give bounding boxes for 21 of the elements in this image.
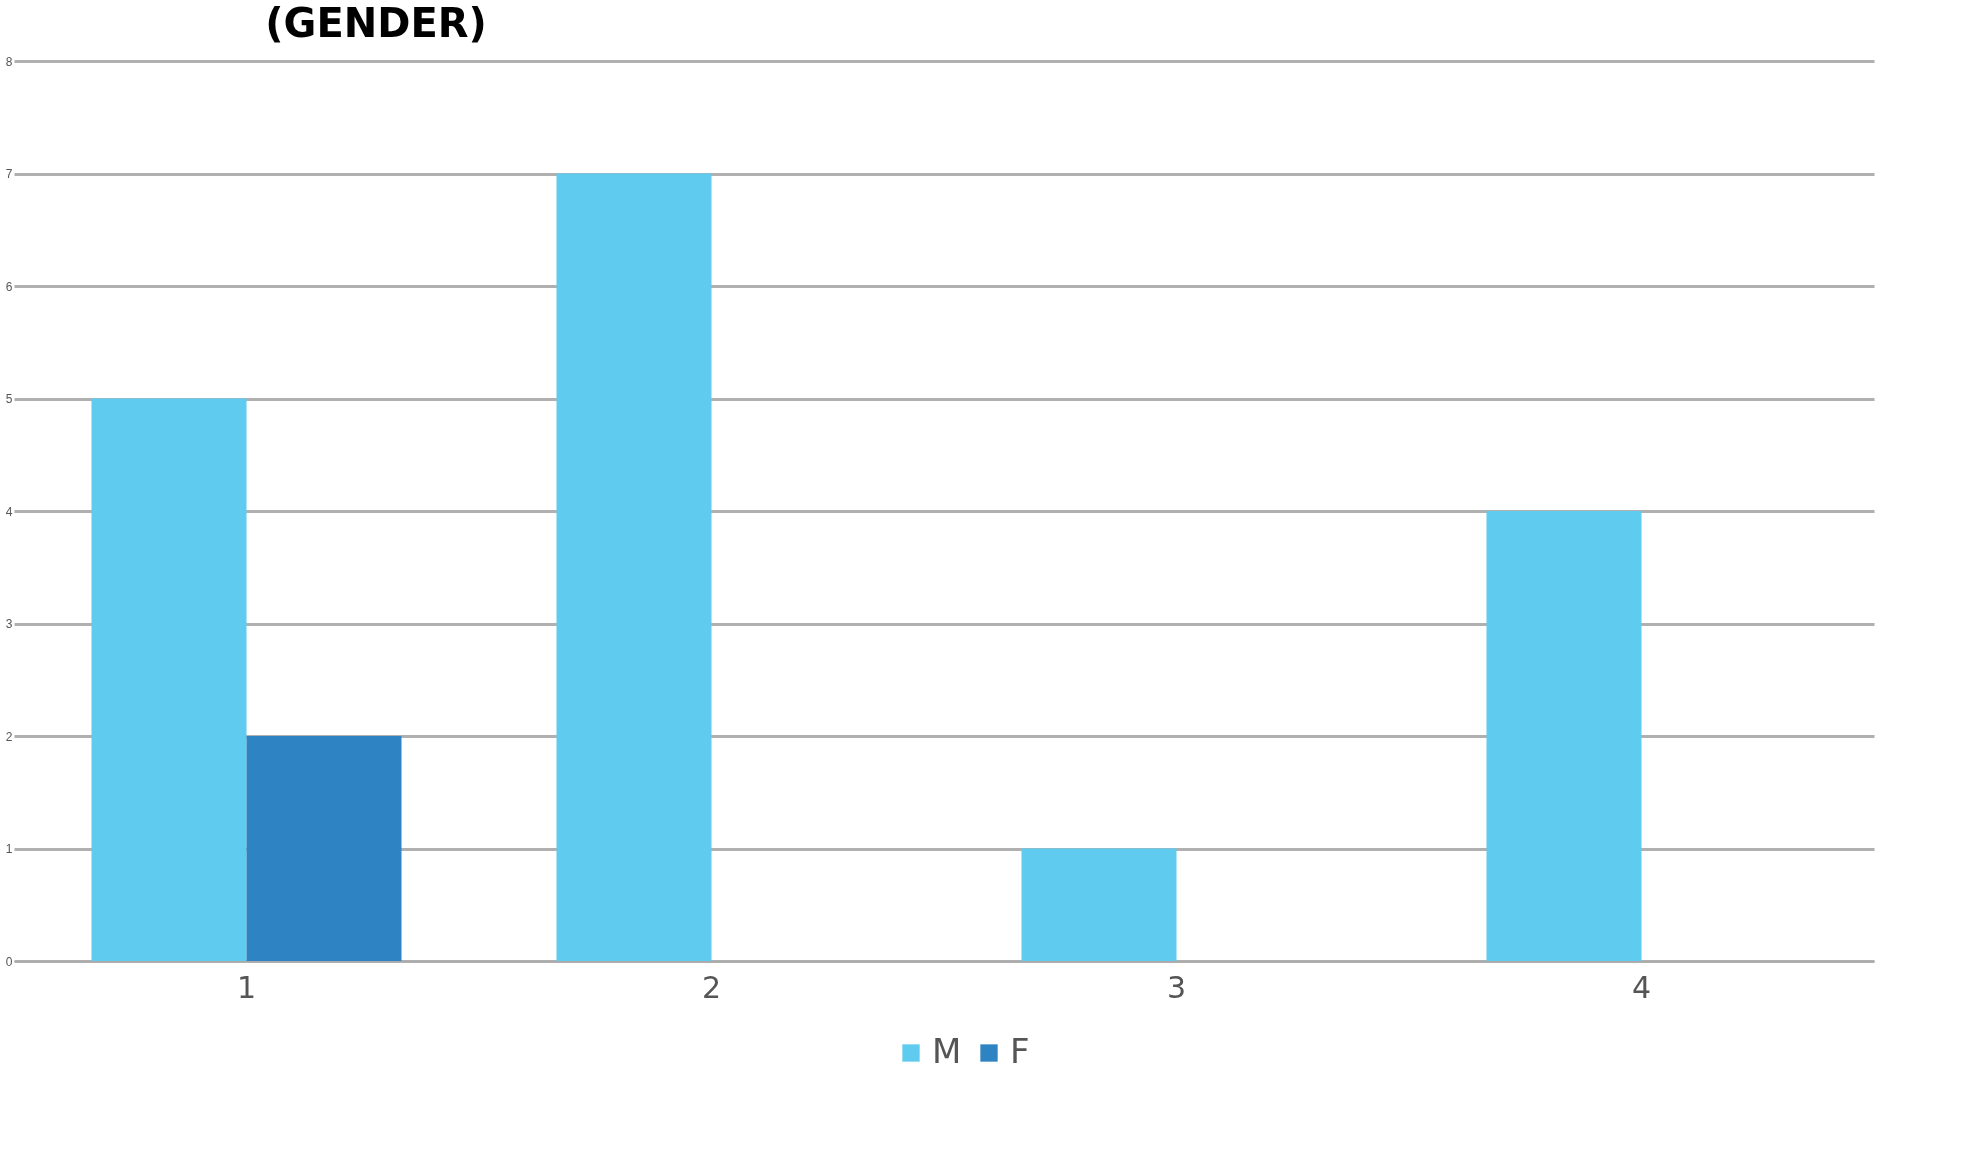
- y-tick-label: 1: [5, 842, 13, 856]
- chart-title: (GENDER): [265, 0, 487, 46]
- y-tick-label: 6: [5, 279, 13, 294]
- x-tick-label: 2: [701, 969, 722, 1005]
- y-tick-label: 0: [5, 954, 13, 969]
- x-tick-label: 4: [1631, 969, 1652, 1005]
- bar: [91, 398, 247, 961]
- legend-label: M: [932, 1031, 962, 1071]
- x-tick-label: 1: [236, 969, 257, 1005]
- bar: [556, 173, 712, 961]
- bar: [1021, 848, 1177, 961]
- y-tick-label: 8: [5, 54, 13, 69]
- y-tick-label: 5: [5, 392, 13, 406]
- y-tick-label: 7: [5, 167, 13, 181]
- y-tick-label: 3: [5, 617, 13, 631]
- bar: [1486, 511, 1642, 961]
- bar: [246, 736, 402, 961]
- x-tick-label: 3: [1166, 969, 1187, 1005]
- y-tick-label: 2: [5, 729, 13, 744]
- legend-label: F: [1010, 1031, 1030, 1071]
- y-tick-label: 4: [5, 504, 13, 519]
